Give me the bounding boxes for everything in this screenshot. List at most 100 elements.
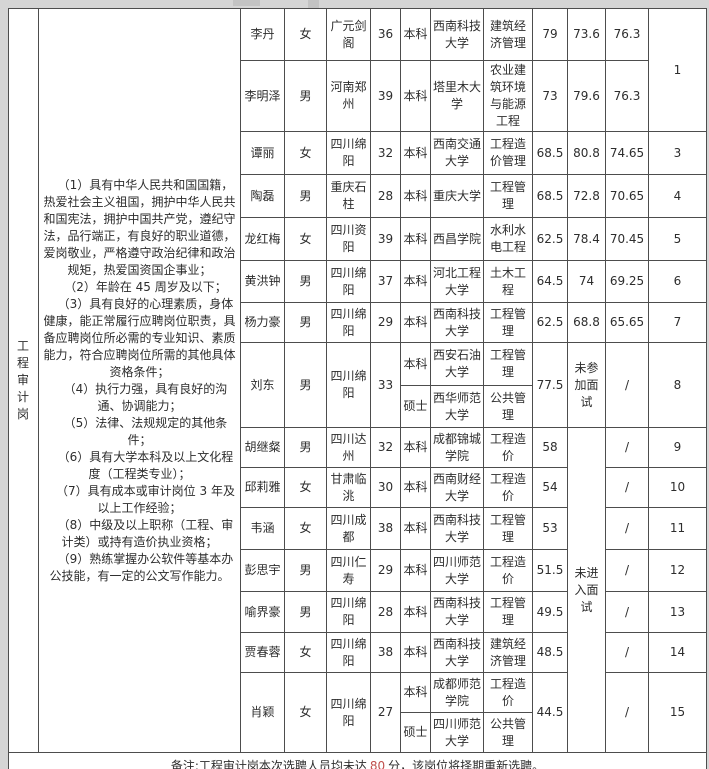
- cell-gender: 男: [284, 427, 327, 468]
- position-name: 工程审计岗: [8, 8, 39, 753]
- cell-age: 38: [370, 507, 401, 550]
- cell-name: 李明泽: [240, 60, 285, 132]
- cell-school: 成都锦城学院: [430, 427, 484, 468]
- cell-age: 28: [370, 174, 401, 218]
- cell-total-score: /: [605, 672, 649, 753]
- gray-artifact-2: [308, 0, 319, 9]
- cell-gender: 女: [284, 8, 327, 61]
- requirement-item: （3）具有良好的心理素质，身体健康，能正常履行应聘岗位职责，具备应聘岗位所必需的…: [43, 296, 236, 379]
- cell-rank: 12: [648, 549, 707, 592]
- requirement-item: （2）年龄在 45 周岁及以下；: [64, 279, 227, 294]
- cell-age: 32: [370, 427, 401, 468]
- cell-education: 本科: [400, 672, 431, 713]
- cell-education: 本科: [400, 8, 431, 61]
- cell-education: 本科: [400, 342, 431, 386]
- cell-written-score: 62.5: [532, 217, 568, 261]
- cell-total-score: /: [605, 549, 649, 592]
- cell-school: 西南科技大学: [430, 591, 484, 633]
- cell-education: 本科: [400, 217, 431, 261]
- table-row: 贾春蓉 女 四川绵阳 38 本科 西南科技大学 建筑经济管理 48.5 / 14: [9, 632, 707, 673]
- cell-school: 西安石油大学: [430, 342, 484, 386]
- table-row: 胡继粲 男 四川达州 32 本科 成都锦城学院 工程造价 58 未进入面试 / …: [9, 427, 707, 753]
- cell-name: 谭丽: [240, 131, 285, 175]
- cell-age: 27: [370, 672, 401, 753]
- remark-cell: 备注:工程审计岗本次选聘人员均未达 80 分，该岗位将择期重新选聘。: [8, 752, 707, 769]
- cell-interview-score: 80.8: [567, 131, 606, 175]
- cell-total-score: 76.3: [605, 60, 649, 132]
- gray-artifact-1: [233, 0, 260, 6]
- cell-gender: 女: [284, 507, 327, 550]
- cell-age: 32: [370, 131, 401, 175]
- cell-major: 工程造价: [483, 549, 533, 592]
- cell-interview-score: 73.6: [567, 8, 606, 61]
- cell-total-score: 70.45: [605, 217, 649, 261]
- cell-gender: 男: [284, 549, 327, 592]
- cell-written-score: 64.5: [532, 260, 568, 303]
- cell-education: 硕士: [400, 712, 431, 753]
- cell-name: 贾春蓉: [240, 632, 285, 673]
- remark-score-threshold: 80: [369, 759, 386, 769]
- cell-hometown: 重庆石柱: [326, 174, 371, 218]
- cell-rank: 4: [648, 174, 707, 218]
- cell-total-score: /: [605, 342, 649, 428]
- cell-major: 工程管理: [483, 302, 533, 343]
- cell-major: 工程管理: [483, 507, 533, 550]
- cell-education: 本科: [400, 549, 431, 592]
- table-row: 陶磊 男 重庆石柱 28 本科 重庆大学 工程管理 68.5 72.8 70.6…: [9, 174, 707, 218]
- cell-rank: 14: [648, 632, 707, 673]
- cell-total-score: 76.3: [605, 8, 649, 61]
- cell-written-score: 54: [532, 467, 568, 508]
- cell-rank: 13: [648, 591, 707, 633]
- cell-gender: 女: [284, 632, 327, 673]
- cell-name: 黄洪钟: [240, 260, 285, 303]
- cell-gender: 男: [284, 302, 327, 343]
- cell-rank: 15: [648, 672, 707, 753]
- cell-school: 河北工程大学: [430, 260, 484, 303]
- cell-hometown: 四川成都: [326, 507, 371, 550]
- cell-total-score: 69.25: [605, 260, 649, 303]
- cell-education: 本科: [400, 302, 431, 343]
- cell-written-score: 48.5: [532, 632, 568, 673]
- cell-name: 刘东: [240, 342, 285, 428]
- cell-education: 本科: [400, 591, 431, 633]
- cell-school: 西南交通大学: [430, 131, 484, 175]
- cell-hometown: 四川绵阳: [326, 302, 371, 343]
- cell-major: 工程管理: [483, 174, 533, 218]
- cell-interview-score: 68.8: [567, 302, 606, 343]
- cell-written-score: 77.5: [532, 342, 568, 428]
- cell-gender: 男: [284, 342, 327, 428]
- table-row: 工程审计岗 （1）具有中华人民共和国国籍，热爱社会主义祖国，拥护中华人民共和国宪…: [8, 8, 707, 753]
- table-row: 喻界豪 男 四川绵阳 28 本科 西南科技大学 工程管理 49.5 / 13: [9, 591, 707, 633]
- cell-major: 工程造价管理: [483, 131, 533, 175]
- cell-name: 彭思宇: [240, 549, 285, 592]
- cell-name: 杨力豪: [240, 302, 285, 343]
- cell-total-score: /: [605, 632, 649, 673]
- cell-gender: 女: [284, 672, 327, 753]
- remark-suffix: 分，该岗位将择期重新选聘。: [388, 759, 545, 769]
- cell-major: 建筑经济管理: [483, 8, 533, 61]
- requirement-item: （4）执行力强，具有良好的沟通、协调能力；: [63, 381, 228, 413]
- cell-major: 工程造价: [483, 672, 533, 713]
- cell-total-score: /: [605, 427, 649, 468]
- cell-school: 西昌学院: [430, 217, 484, 261]
- cell-hometown: 四川仁寿: [326, 549, 371, 592]
- cell-age: 29: [370, 302, 401, 343]
- cell-rank: 11: [648, 507, 707, 550]
- cell-major: 农业建筑环境与能源工程: [483, 60, 533, 132]
- cell-education: 本科: [400, 427, 431, 468]
- cell-interview-score: 未参加面试: [567, 342, 606, 428]
- cell-education: 硕士: [400, 385, 431, 428]
- table-row: 谭丽 女 四川绵阳 32 本科 西南交通大学 工程造价管理 68.5 80.8 …: [9, 131, 707, 175]
- requirement-item: （7）具有成本或审计岗位 3 年及以上工作经验；: [56, 483, 235, 515]
- cell-education: 本科: [400, 174, 431, 218]
- table-row: 杨力豪 男 四川绵阳 29 本科 西南科技大学 工程管理 62.5 68.8 6…: [9, 302, 707, 343]
- cell-hometown: 四川绵阳: [326, 131, 371, 175]
- cell-total-score: 74.65: [605, 131, 649, 175]
- cell-education: 本科: [400, 467, 431, 508]
- note-row: 备注:工程审计岗本次选聘人员均未达 80 分，该岗位将择期重新选聘。: [8, 752, 707, 769]
- cell-age: 38: [370, 632, 401, 673]
- cell-major: 工程管理: [483, 591, 533, 633]
- cell-hometown: 四川绵阳: [326, 632, 371, 673]
- cell-school: 西南科技大学: [430, 507, 484, 550]
